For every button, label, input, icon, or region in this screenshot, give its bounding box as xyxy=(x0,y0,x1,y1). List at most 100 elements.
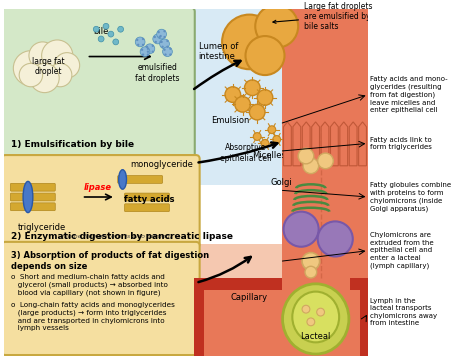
Circle shape xyxy=(157,31,160,33)
Circle shape xyxy=(283,211,319,247)
Polygon shape xyxy=(340,122,347,166)
Polygon shape xyxy=(283,122,292,166)
Text: triglyceride: triglyceride xyxy=(18,223,66,232)
Circle shape xyxy=(164,53,167,56)
Circle shape xyxy=(19,63,43,87)
Ellipse shape xyxy=(283,284,349,354)
Circle shape xyxy=(273,136,281,143)
Text: monoglyceride: monoglyceride xyxy=(130,160,193,169)
Circle shape xyxy=(146,46,148,48)
Circle shape xyxy=(255,5,298,48)
Circle shape xyxy=(253,133,261,140)
Text: Fatty acids and mono-
glycerides (resulting
from fat digestion)
leave micelles a: Fatty acids and mono- glycerides (result… xyxy=(370,76,448,113)
Circle shape xyxy=(302,253,319,270)
Text: 3) Absorption of products of fat digestion
depends on size: 3) Absorption of products of fat digesti… xyxy=(11,251,210,272)
Text: o  Long-chain fatty acids and monoglycerides
   (large products) → form into tri: o Long-chain fatty acids and monoglyceri… xyxy=(11,302,175,331)
FancyBboxPatch shape xyxy=(10,183,55,191)
Text: Chylomicrons are
extruded from the
epithelial cell and
enter a lacteal
(lymph ca: Chylomicrons are extruded from the epith… xyxy=(370,232,434,269)
Bar xyxy=(194,278,203,356)
Circle shape xyxy=(155,41,157,43)
Circle shape xyxy=(302,305,310,313)
Circle shape xyxy=(13,51,48,86)
Bar xyxy=(360,278,369,356)
Circle shape xyxy=(108,31,114,37)
Text: lipase: lipase xyxy=(84,183,112,192)
Circle shape xyxy=(159,35,162,37)
Circle shape xyxy=(157,29,166,39)
Circle shape xyxy=(142,38,144,40)
Text: 1) Emulsification by bile: 1) Emulsification by bile xyxy=(11,140,135,149)
Circle shape xyxy=(103,23,109,29)
Circle shape xyxy=(249,104,265,120)
Polygon shape xyxy=(321,122,329,166)
Circle shape xyxy=(245,80,260,95)
Circle shape xyxy=(303,158,319,174)
Circle shape xyxy=(169,48,172,50)
Bar xyxy=(194,278,282,290)
Circle shape xyxy=(42,40,73,71)
Circle shape xyxy=(30,63,59,93)
Text: (some free glycerol is also formed): (some free glycerol is also formed) xyxy=(62,235,173,240)
Text: fatty acids: fatty acids xyxy=(124,195,174,204)
Text: Micelles: Micelles xyxy=(252,151,286,160)
Circle shape xyxy=(152,51,154,53)
Polygon shape xyxy=(293,122,301,166)
Circle shape xyxy=(147,53,149,56)
Circle shape xyxy=(166,40,169,42)
Circle shape xyxy=(141,48,143,51)
Circle shape xyxy=(164,36,166,38)
Text: Lumen of
intestine: Lumen of intestine xyxy=(199,42,238,61)
Circle shape xyxy=(318,221,353,257)
Circle shape xyxy=(145,44,155,54)
Text: large fat
droplet: large fat droplet xyxy=(32,57,65,76)
Circle shape xyxy=(147,51,149,53)
Circle shape xyxy=(55,53,80,78)
Ellipse shape xyxy=(118,170,127,189)
Circle shape xyxy=(298,148,314,164)
Circle shape xyxy=(154,36,156,38)
FancyBboxPatch shape xyxy=(118,176,163,183)
Text: Capillary: Capillary xyxy=(231,293,268,302)
Circle shape xyxy=(142,53,144,56)
Circle shape xyxy=(98,36,104,42)
Circle shape xyxy=(160,39,169,49)
Circle shape xyxy=(113,39,118,45)
Circle shape xyxy=(160,41,163,43)
Circle shape xyxy=(318,153,333,169)
Circle shape xyxy=(118,26,124,32)
Text: Fatty acids link to
form triglycerides: Fatty acids link to form triglycerides xyxy=(370,137,432,150)
Text: Emulsion: Emulsion xyxy=(211,116,249,125)
Polygon shape xyxy=(312,122,319,166)
FancyBboxPatch shape xyxy=(125,204,169,211)
Circle shape xyxy=(257,90,273,105)
Circle shape xyxy=(136,39,138,41)
Polygon shape xyxy=(359,122,366,166)
Circle shape xyxy=(235,96,250,112)
Text: Lacteal: Lacteal xyxy=(301,332,331,341)
Circle shape xyxy=(29,42,56,69)
FancyBboxPatch shape xyxy=(10,193,55,201)
Text: emulsified
fat droplets: emulsified fat droplets xyxy=(136,63,180,83)
Circle shape xyxy=(246,36,284,75)
FancyBboxPatch shape xyxy=(1,242,200,355)
Bar xyxy=(368,9,471,356)
Circle shape xyxy=(48,63,72,87)
Circle shape xyxy=(147,48,149,50)
FancyBboxPatch shape xyxy=(10,203,55,211)
Text: Fatty globules combine
with proteins to form
chylomicrons (inside
Golgi apparatu: Fatty globules combine with proteins to … xyxy=(370,182,451,212)
Circle shape xyxy=(142,44,144,46)
Circle shape xyxy=(268,126,276,134)
Circle shape xyxy=(305,266,317,278)
Ellipse shape xyxy=(23,182,33,213)
Circle shape xyxy=(93,26,99,32)
Bar xyxy=(282,9,369,278)
Bar xyxy=(194,244,369,356)
Polygon shape xyxy=(330,122,338,166)
Circle shape xyxy=(158,36,161,38)
Circle shape xyxy=(140,47,150,57)
Circle shape xyxy=(166,46,169,48)
Circle shape xyxy=(164,30,166,32)
Text: 2) Enzymatic digestion by pancreatic lipase: 2) Enzymatic digestion by pancreatic lip… xyxy=(11,232,233,241)
Circle shape xyxy=(137,44,139,46)
Bar xyxy=(350,278,369,290)
